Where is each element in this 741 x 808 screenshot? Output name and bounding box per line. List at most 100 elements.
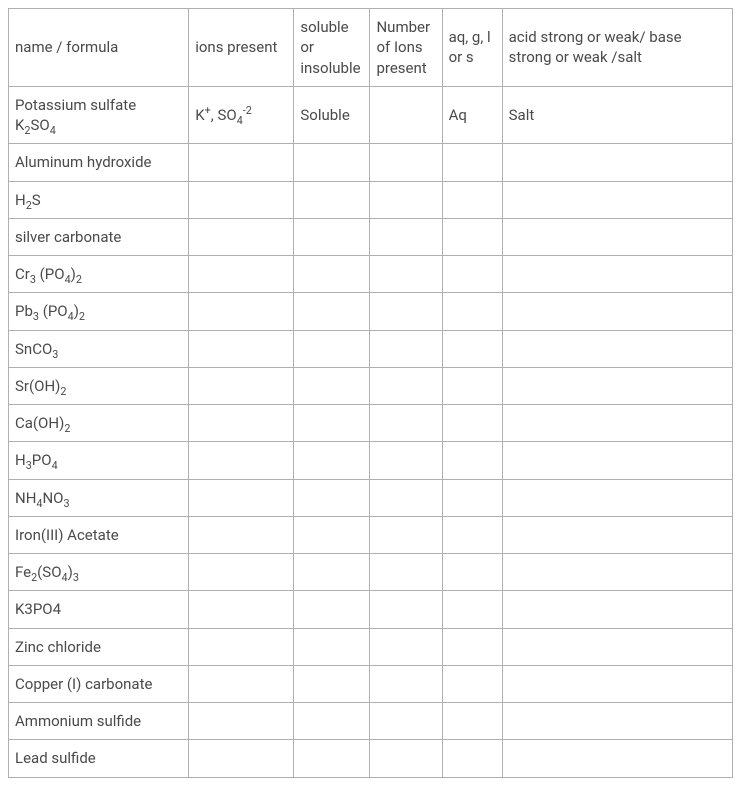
table-row: Aluminum hydroxide [9,144,733,181]
cell-solubility [294,479,370,516]
cell-ions [189,591,294,628]
cell-num-ions [370,218,442,255]
cell-name: NH4NO3 [9,479,189,516]
cell-name: K3PO4 [9,591,189,628]
cell-type [502,665,732,702]
cell-solubility [294,144,370,181]
table-row: Potassium sulfateK2SO4K+, SO4-2SolubleAq… [9,86,733,144]
cell-type [502,740,732,777]
table-row: Iron(III) Acetate [9,516,733,553]
cell-num-ions [370,367,442,404]
cell-ions [189,330,294,367]
cell-solubility [294,293,370,330]
cell-type [502,591,732,628]
cell-ions [189,293,294,330]
cell-ions [189,181,294,218]
table-row: silver carbonate [9,218,733,255]
cell-ions [189,516,294,553]
cell-name: silver carbonate [9,218,189,255]
cell-type [502,442,732,479]
cell-state [442,703,502,740]
cell-num-ions [370,591,442,628]
cell-type [502,144,732,181]
cell-ions [189,740,294,777]
cell-num-ions [370,665,442,702]
cell-solubility [294,330,370,367]
cell-state: Aq [442,86,502,144]
table-body: Potassium sulfateK2SO4K+, SO4-2SolubleAq… [9,86,733,777]
cell-solubility [294,628,370,665]
cell-state [442,405,502,442]
cell-solubility [294,516,370,553]
cell-state [442,218,502,255]
cell-ions [189,628,294,665]
cell-name: Lead sulfide [9,740,189,777]
cell-ions [189,479,294,516]
table-row: H2S [9,181,733,218]
cell-name: H3PO4 [9,442,189,479]
cell-num-ions [370,628,442,665]
cell-state [442,367,502,404]
cell-type: Salt [502,86,732,144]
cell-solubility: Soluble [294,86,370,144]
cell-solubility [294,218,370,255]
cell-state [442,293,502,330]
col-ions: ions present [189,9,294,87]
col-state: aq, g, l or s [442,9,502,87]
table-header: name / formula ions present soluble or i… [9,9,733,87]
cell-name: Pb3 (PO4)2 [9,293,189,330]
cell-num-ions [370,181,442,218]
cell-name: Aluminum hydroxide [9,144,189,181]
cell-state [442,516,502,553]
cell-type [502,703,732,740]
cell-ions [189,442,294,479]
table-row: H3PO4 [9,442,733,479]
cell-num-ions [370,86,442,144]
cell-state [442,442,502,479]
table-row: Lead sulfide [9,740,733,777]
col-name: name / formula [9,9,189,87]
cell-name: H2S [9,181,189,218]
cell-num-ions [370,740,442,777]
cell-num-ions [370,330,442,367]
cell-type [502,293,732,330]
cell-ions [189,703,294,740]
cell-solubility [294,703,370,740]
cell-ions [189,144,294,181]
cell-type [502,218,732,255]
table-row: Ca(OH)2 [9,405,733,442]
cell-type [502,479,732,516]
cell-solubility [294,367,370,404]
cell-name: Ca(OH)2 [9,405,189,442]
cell-ions [189,367,294,404]
col-num-ions: Number of Ions present [370,9,442,87]
table-row: Copper (I) carbonate [9,665,733,702]
cell-name: Iron(III) Acetate [9,516,189,553]
cell-solubility [294,665,370,702]
cell-type [502,628,732,665]
cell-state [442,330,502,367]
cell-solubility [294,591,370,628]
cell-num-ions [370,293,442,330]
cell-ions [189,665,294,702]
cell-num-ions [370,554,442,591]
cell-ions [189,256,294,293]
cell-num-ions [370,703,442,740]
cell-type [502,405,732,442]
cell-state [442,591,502,628]
cell-ions [189,218,294,255]
cell-name: Zinc chloride [9,628,189,665]
cell-state [442,665,502,702]
cell-solubility [294,256,370,293]
col-type: acid strong or weak/ base strong or weak… [502,9,732,87]
cell-num-ions [370,516,442,553]
cell-num-ions [370,144,442,181]
cell-ions: K+, SO4-2 [189,86,294,144]
table-row: Ammonium sulfide [9,703,733,740]
chemistry-table: name / formula ions present soluble or i… [8,8,733,778]
table-row: Cr3 (PO4)2 [9,256,733,293]
table-row: NH4NO3 [9,479,733,516]
cell-num-ions [370,405,442,442]
table-row: Pb3 (PO4)2 [9,293,733,330]
cell-name: Sr(OH)2 [9,367,189,404]
